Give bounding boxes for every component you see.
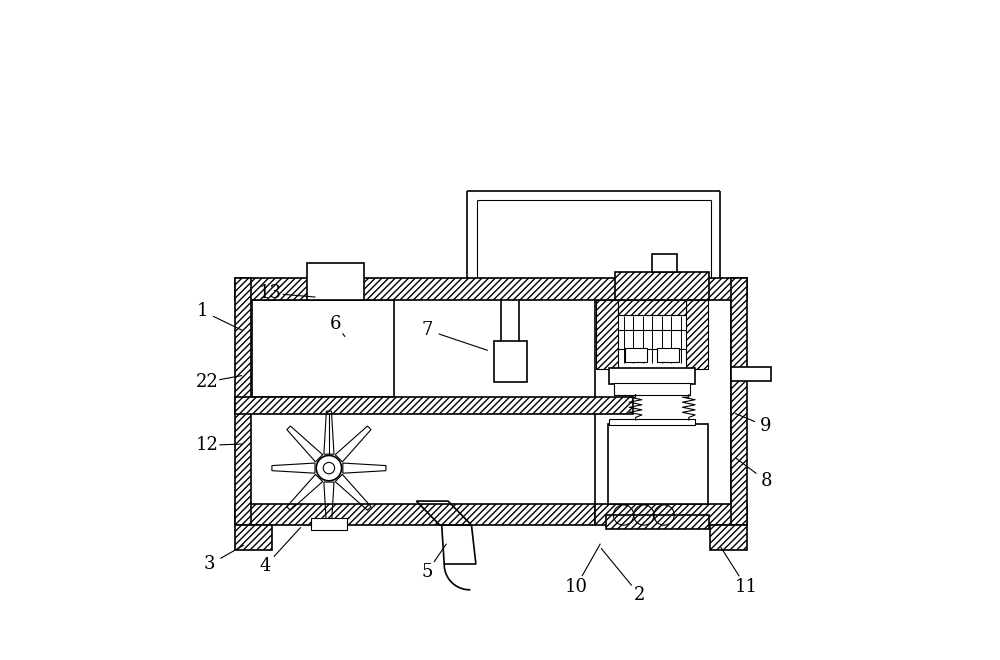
Text: 9: 9 [760,417,772,436]
Bar [625,348,647,362]
Bar [710,525,747,550]
Text: 4: 4 [260,556,271,575]
Bar [606,515,709,529]
Bar [609,368,695,384]
Bar [595,504,747,525]
Text: 6: 6 [330,315,341,333]
Bar [311,518,347,529]
Bar [235,525,272,550]
Bar [608,424,708,504]
Bar [652,254,677,272]
Bar [494,341,527,382]
Text: 22: 22 [196,373,219,391]
Bar [686,300,708,370]
Text: 11: 11 [734,578,757,595]
Text: 13: 13 [259,284,282,302]
Bar [618,300,686,315]
Text: 1: 1 [196,302,208,320]
Text: 10: 10 [565,578,588,595]
Text: 2: 2 [634,586,645,604]
Bar [596,300,618,370]
Bar [235,397,633,414]
Bar [731,367,771,381]
Bar [307,263,364,300]
Text: 8: 8 [760,472,772,490]
Bar [731,278,747,525]
Bar [615,272,709,300]
Bar [235,504,595,525]
Bar [609,418,695,425]
Text: 12: 12 [196,436,219,454]
Bar [235,278,251,525]
Text: 5: 5 [421,563,433,581]
Bar [614,383,690,395]
Bar [657,348,679,362]
Text: 7: 7 [421,321,433,339]
Bar [252,300,394,397]
Text: 3: 3 [204,556,216,574]
Bar [235,278,747,300]
